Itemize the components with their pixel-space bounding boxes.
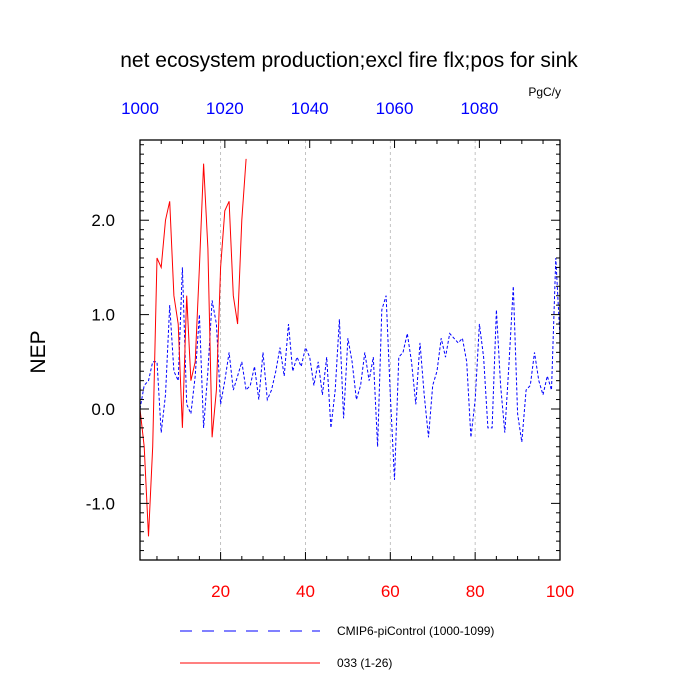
x-tick-label: 80 (466, 582, 485, 601)
plot-series (140, 158, 560, 537)
y-tick-label: -1.0 (86, 494, 115, 513)
legend-label-experiment: 033 (1-26) (337, 656, 392, 670)
x-top-tick-label: 1000 (121, 99, 159, 118)
x-top-tick-label: 1020 (206, 99, 244, 118)
grid-lines (220, 140, 476, 560)
x-tick-label: 20 (211, 582, 230, 601)
x-top-tick-label: 1060 (376, 99, 414, 118)
axes: 20 40 60 80 100 1000 1020 1040 1060 1080 -1.0 0.0 1.… (86, 99, 574, 601)
y-tick-label: 1.0 (91, 306, 115, 325)
y-tick-label: 0.0 (91, 400, 115, 419)
series-line-experiment (140, 158, 247, 537)
y-tick-label: 2.0 (91, 211, 115, 230)
x-top-tick-label: 1080 (460, 99, 498, 118)
y-axis-label: NEP (27, 330, 50, 373)
legend-label-control: CMIP6-piControl (1000-1099) (337, 624, 494, 638)
x-top-tick-label: 1040 (291, 99, 329, 118)
series-line-control (140, 257, 560, 480)
units-label: PgC/y (528, 85, 561, 99)
x-tick-label: 100 (546, 582, 574, 601)
plot-frame (139, 139, 561, 561)
legend: CMIP6-piControl (1000-1099) 033 (1-26) (180, 624, 494, 670)
x-tick-label: 60 (381, 582, 400, 601)
chart-title: net ecosystem production;excl fire flx;p… (120, 49, 578, 72)
x-tick-label: 40 (296, 582, 315, 601)
